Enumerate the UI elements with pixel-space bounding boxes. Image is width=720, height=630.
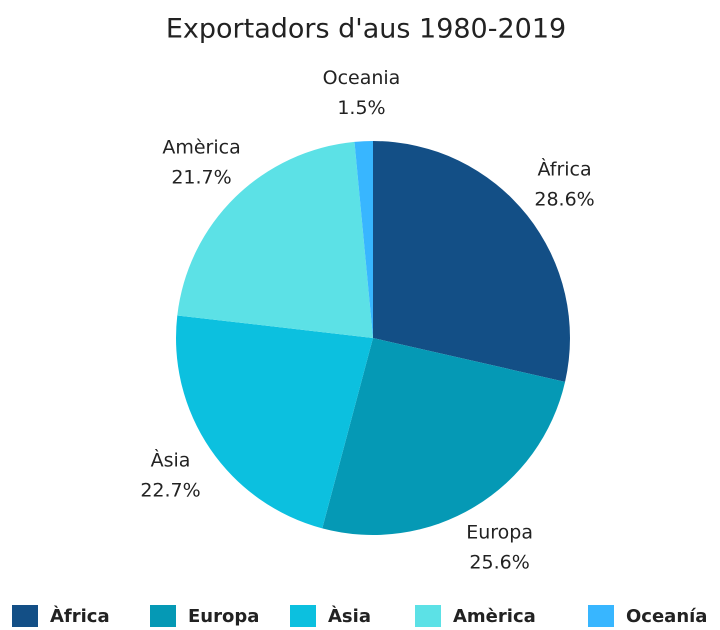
slice-value-label: 28.6%	[534, 189, 594, 211]
slice-label: Amèrica	[162, 137, 240, 159]
pie-slice	[322, 338, 566, 535]
legend-label: Oceanía	[626, 606, 707, 627]
pie-slice	[175, 315, 373, 529]
slice-value-label: 21.7%	[171, 167, 231, 189]
legend-swatch	[150, 605, 176, 627]
pie-slice	[177, 141, 373, 338]
pie-slice	[373, 141, 570, 382]
slice-label: Europa	[466, 521, 533, 543]
legend-swatch	[588, 605, 614, 627]
slice-value-label: 1.5%	[337, 97, 385, 119]
legend-swatch	[12, 605, 38, 627]
slice-label: Àsia	[151, 448, 191, 471]
legend-swatch	[415, 605, 441, 627]
slice-label: Àfrica	[537, 158, 591, 181]
legend-label: Amèrica	[453, 606, 536, 627]
legend-label: Àfrica	[50, 605, 110, 627]
legend-label: Àsia	[328, 605, 371, 627]
pie-slice	[354, 141, 373, 338]
legend-label: Europa	[188, 606, 259, 627]
slice-value-label: 22.7%	[140, 479, 200, 501]
slice-label: Oceania	[323, 67, 401, 89]
slice-value-label: 25.6%	[469, 551, 529, 573]
chart-title: Exportadors d'aus 1980-2019	[166, 14, 566, 45]
legend-swatch	[290, 605, 316, 627]
